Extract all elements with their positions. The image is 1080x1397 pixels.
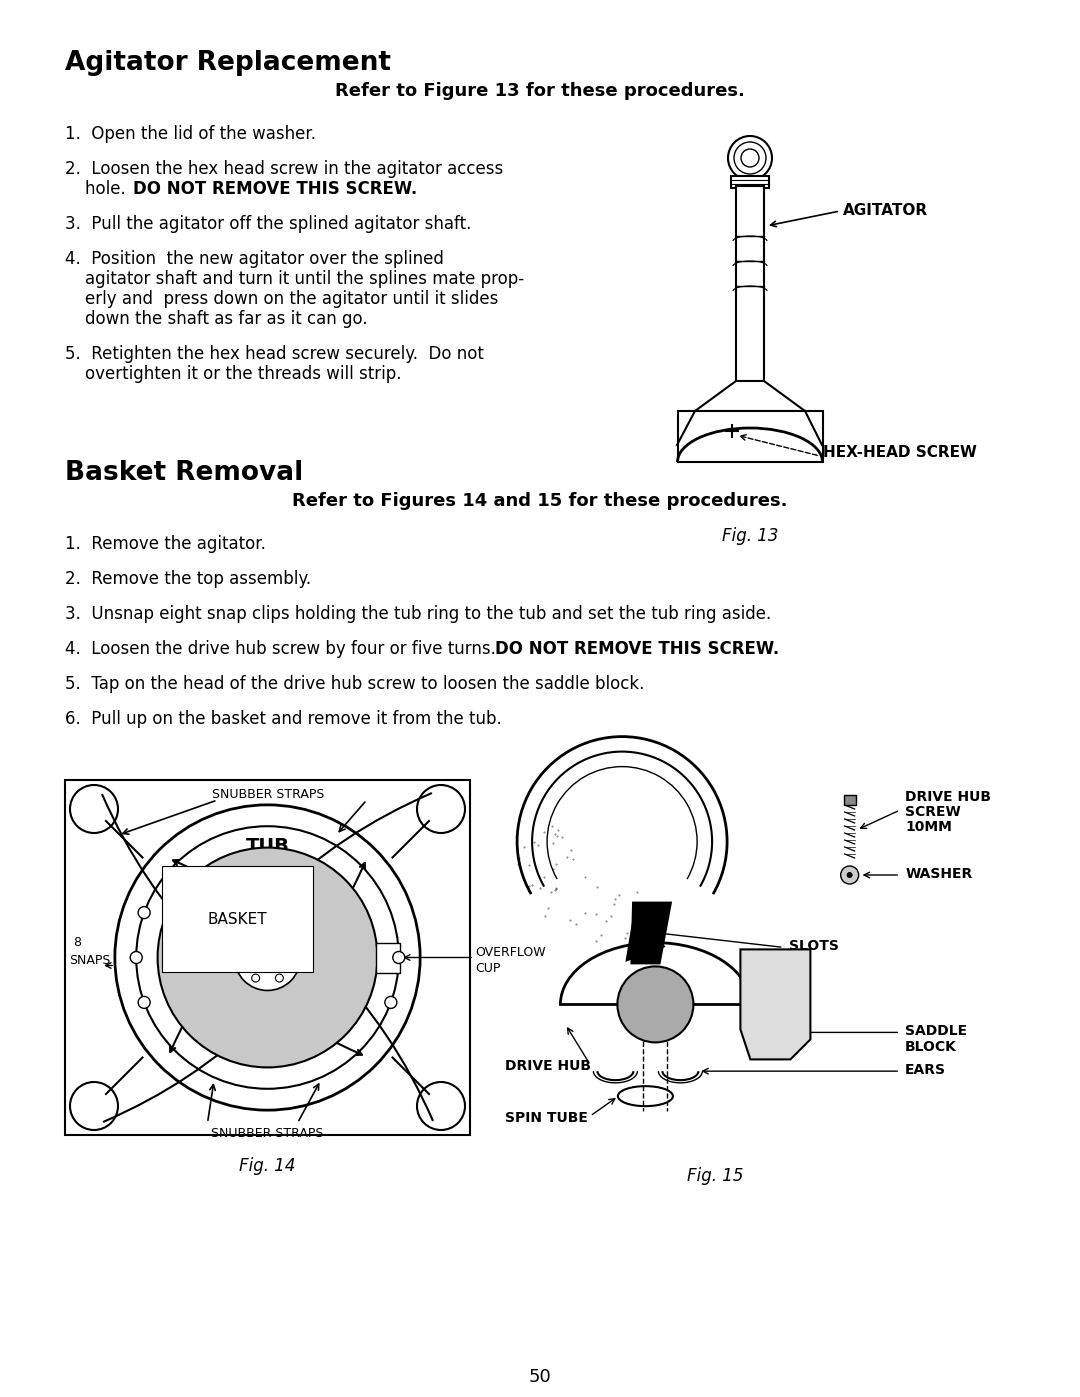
Text: Fig. 15: Fig. 15	[687, 1166, 744, 1185]
Text: SNAPS: SNAPS	[69, 954, 110, 967]
Text: DRIVE HUB: DRIVE HUB	[905, 789, 991, 805]
Text: 4.  Loosen the drive hub screw by four or five turns.: 4. Loosen the drive hub screw by four or…	[65, 640, 507, 658]
Text: overtighten it or the threads will strip.: overtighten it or the threads will strip…	[85, 365, 402, 383]
Circle shape	[253, 943, 282, 972]
Text: OVERFLOW: OVERFLOW	[475, 946, 545, 958]
Circle shape	[138, 907, 150, 919]
Circle shape	[138, 996, 150, 1009]
Text: DO NOT REMOVE THIS SCREW.: DO NOT REMOVE THIS SCREW.	[495, 640, 780, 658]
Circle shape	[840, 866, 859, 884]
Text: Fig. 13: Fig. 13	[721, 527, 779, 545]
Text: 3.  Unsnap eight snap clips holding the tub ring to the tub and set the tub ring: 3. Unsnap eight snap clips holding the t…	[65, 605, 771, 623]
Text: CUP: CUP	[475, 963, 500, 975]
Circle shape	[70, 1083, 118, 1130]
Text: 5.  Retighten the hex head screw securely.  Do not: 5. Retighten the hex head screw securely…	[65, 345, 484, 363]
Text: 2.  Remove the top assembly.: 2. Remove the top assembly.	[65, 570, 311, 588]
Circle shape	[417, 1083, 465, 1130]
Bar	[731, 176, 769, 189]
Text: Refer to Figure 13 for these procedures.: Refer to Figure 13 for these procedures.	[335, 82, 745, 101]
Text: 2.  Loosen the hex head screw in the agitator access: 2. Loosen the hex head screw in the agit…	[65, 161, 503, 177]
Circle shape	[417, 785, 465, 833]
Circle shape	[618, 967, 693, 1042]
Circle shape	[252, 933, 259, 942]
Text: hole.: hole.	[85, 180, 136, 198]
Bar	[265, 954, 270, 961]
Circle shape	[240, 954, 247, 961]
Text: RING: RING	[240, 856, 295, 876]
Polygon shape	[696, 381, 805, 411]
Text: SPIN TUBE: SPIN TUBE	[505, 1111, 588, 1125]
Text: EARS: EARS	[905, 1063, 946, 1077]
Circle shape	[158, 848, 377, 1067]
Circle shape	[847, 872, 852, 877]
Text: 1.  Remove the agitator.: 1. Remove the agitator.	[65, 535, 266, 553]
Text: BASKET: BASKET	[207, 911, 268, 926]
Text: DRIVE HUB: DRIVE HUB	[505, 1059, 591, 1073]
Text: 4.  Position  the new agitator over the splined: 4. Position the new agitator over the sp…	[65, 250, 444, 268]
Text: WASHER: WASHER	[905, 868, 972, 882]
Text: 8: 8	[73, 936, 81, 949]
Text: Agitator Replacement: Agitator Replacement	[65, 50, 391, 75]
Circle shape	[287, 954, 295, 961]
Text: 5.  Tap on the head of the drive hub screw to loosen the saddle block.: 5. Tap on the head of the drive hub scre…	[65, 675, 645, 693]
Text: 3.  Pull the agitator off the splined agitator shaft.: 3. Pull the agitator off the splined agi…	[65, 215, 471, 233]
Text: SLOTS: SLOTS	[788, 939, 838, 953]
Text: Refer to Figures 14 and 15 for these procedures.: Refer to Figures 14 and 15 for these pro…	[293, 492, 787, 510]
Circle shape	[70, 785, 118, 833]
Text: Basket Removal: Basket Removal	[65, 460, 303, 486]
Circle shape	[131, 951, 143, 964]
Text: 1.  Open the lid of the washer.: 1. Open the lid of the washer.	[65, 124, 316, 142]
Polygon shape	[741, 950, 810, 1059]
Bar	[65, 780, 470, 1134]
Text: 6.  Pull up on the basket and remove it from the tub.: 6. Pull up on the basket and remove it f…	[65, 710, 502, 728]
Text: down the shaft as far as it can go.: down the shaft as far as it can go.	[85, 310, 367, 328]
Text: SNUBBER STRAPS: SNUBBER STRAPS	[212, 1127, 324, 1140]
Text: SCREW: SCREW	[905, 805, 961, 819]
Text: HEX-HEAD SCREW: HEX-HEAD SCREW	[823, 446, 977, 460]
Text: 50: 50	[528, 1368, 552, 1386]
Text: BLOCK: BLOCK	[905, 1041, 957, 1055]
Bar	[376, 943, 400, 972]
Bar	[678, 411, 823, 462]
Circle shape	[384, 996, 396, 1009]
Text: SADDLE: SADDLE	[905, 1024, 968, 1038]
Text: TUB: TUB	[245, 837, 289, 856]
Circle shape	[393, 951, 405, 964]
Text: erly and  press down on the agitator until it slides: erly and press down on the agitator unti…	[85, 291, 498, 307]
Text: DO NOT REMOVE THIS SCREW.: DO NOT REMOVE THIS SCREW.	[133, 180, 417, 198]
Polygon shape	[631, 901, 672, 964]
Text: SNUBBER STRAPS: SNUBBER STRAPS	[213, 788, 325, 800]
Text: Fig. 14: Fig. 14	[240, 1157, 296, 1175]
Text: agitator shaft and turn it until the splines mate prop-: agitator shaft and turn it until the spl…	[85, 270, 524, 288]
Circle shape	[252, 974, 259, 982]
Bar	[735, 186, 764, 381]
Text: 10MM: 10MM	[905, 820, 953, 834]
Circle shape	[275, 933, 283, 942]
Text: AGITATOR: AGITATOR	[843, 203, 928, 218]
Polygon shape	[625, 902, 665, 963]
Circle shape	[275, 974, 283, 982]
Bar	[843, 795, 855, 805]
Circle shape	[234, 925, 300, 990]
